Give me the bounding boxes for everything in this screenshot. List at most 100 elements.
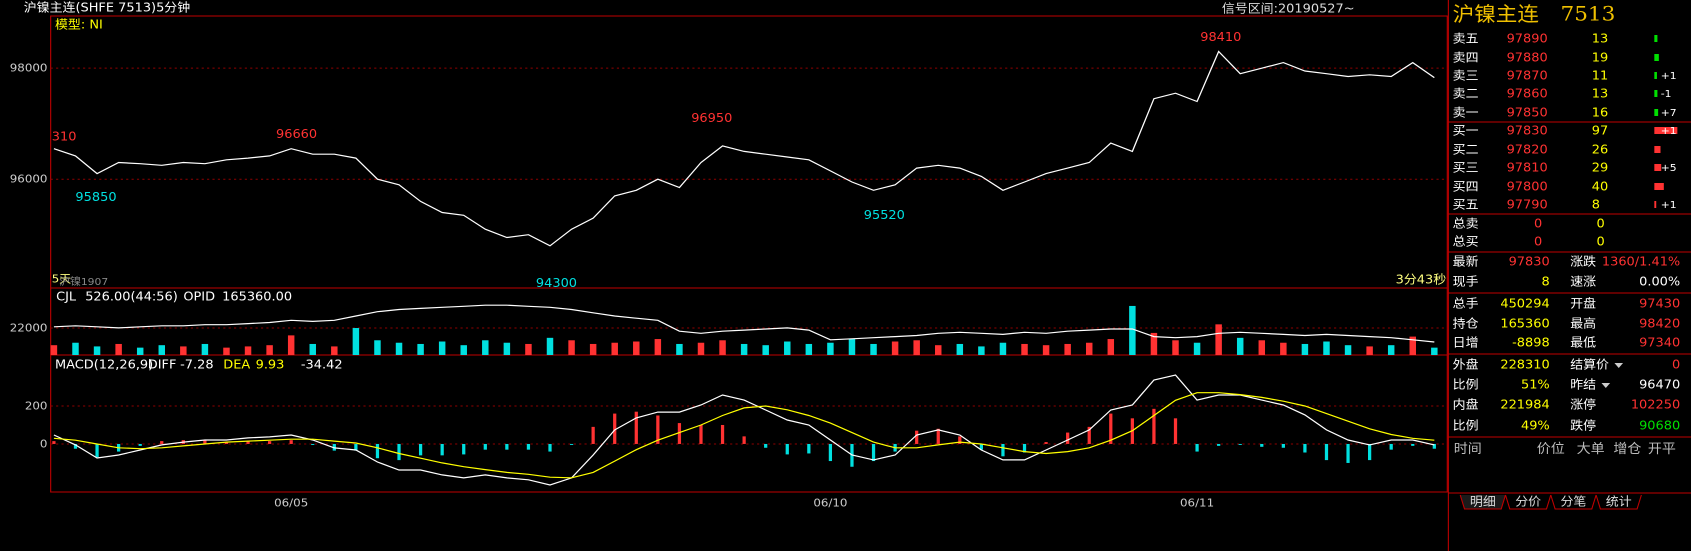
tab-label[interactable]: 分价: [1515, 494, 1541, 508]
tab-label[interactable]: 统计: [1606, 494, 1632, 508]
macd-bar: [1303, 443, 1307, 453]
volume-bar: [1215, 324, 1222, 355]
stat-label: 涨停: [1570, 397, 1596, 411]
macd-bar: [979, 443, 984, 450]
price-label: 310: [52, 129, 77, 143]
total-label: 总卖: [1453, 216, 1479, 230]
legend-name: DIFF: [148, 357, 177, 371]
book-price: 97820: [1507, 142, 1548, 156]
volume-bar: [784, 341, 791, 355]
volume-bar: [1172, 340, 1179, 355]
macd-bar: [246, 441, 250, 444]
book-price: 97880: [1507, 50, 1548, 64]
macd-bar: [1087, 426, 1091, 444]
chart-frame: [50, 15, 1448, 493]
macd-bar: [1195, 443, 1199, 452]
book-change: -1: [1661, 88, 1672, 100]
volume-bar: [503, 342, 511, 355]
book-volume: 19: [1592, 50, 1609, 64]
macd-bar: [613, 413, 617, 444]
stat-label: 速涨: [1570, 274, 1596, 288]
book-bar: [1654, 127, 1678, 134]
volume-bar: [654, 339, 662, 355]
column-header: 开平: [1648, 441, 1676, 456]
volume-bar: [697, 342, 705, 355]
volume-bar: [460, 345, 467, 355]
macd-bar: [1346, 443, 1350, 463]
volume-bar: [352, 328, 360, 355]
tab-shape[interactable]: [1504, 494, 1552, 510]
book-volume: 26: [1592, 142, 1609, 156]
stat-value: 97830: [1509, 254, 1550, 268]
volume-bar: [1236, 337, 1244, 355]
macd-bar: [1109, 413, 1113, 444]
column-header: 增仓: [1613, 441, 1642, 456]
book-price: 97830: [1507, 123, 1548, 137]
macd-bar: [160, 441, 164, 444]
book-bar: [1654, 109, 1659, 116]
legend-value: 526.00(44:56): [85, 289, 178, 303]
volume-bar: [1021, 343, 1028, 355]
volume-bar: [870, 343, 877, 355]
volume-bar: [115, 343, 122, 355]
macd-bar: [656, 415, 660, 444]
volume-bar: [266, 345, 273, 355]
volume-bar: [50, 345, 58, 355]
macd-bar: [1432, 443, 1436, 449]
x-tick-label: 06/05: [274, 496, 308, 509]
book-volume: 16: [1592, 105, 1609, 119]
window-title: 沪镍主连(SHFE 7513)5分钟: [24, 0, 190, 14]
volume-bar: [1344, 345, 1352, 355]
volume-bar: [1107, 339, 1115, 355]
stat-label: 日增: [1453, 335, 1479, 349]
tab-label[interactable]: 明细: [1470, 494, 1496, 508]
volume-bar: [589, 343, 597, 355]
volume-bar: [201, 343, 209, 355]
macd-title: MACD(12,26,9): [55, 357, 153, 371]
stat-label: 最新: [1453, 254, 1479, 268]
total-price: 0: [1534, 234, 1542, 248]
stat-label: 跌停: [1570, 418, 1596, 432]
stat-value: 8: [1541, 274, 1549, 288]
tab-shape[interactable]: [1595, 494, 1642, 510]
book-label: 买五: [1453, 197, 1479, 211]
book-label: 卖二: [1453, 86, 1479, 100]
macd-bar: [203, 440, 207, 444]
dropdown-icon: [1614, 363, 1624, 368]
stat-value: 450294: [1500, 296, 1549, 310]
macd-bar: [311, 443, 315, 445]
price-label: 95520: [864, 208, 905, 222]
tab-label[interactable]: 分笔: [1561, 494, 1587, 508]
book-change: +5: [1661, 162, 1677, 174]
stat-value: 102250: [1631, 397, 1680, 411]
legend-name: OPID: [183, 289, 215, 303]
book-label: 卖五: [1453, 31, 1479, 45]
macd-bar: [418, 443, 423, 456]
volume-bar: [158, 345, 166, 355]
macd-bar: [397, 443, 401, 461]
quote-name: 沪镍主连: [1453, 2, 1539, 25]
volume-bar: [1193, 342, 1201, 355]
macd-bar: [1044, 442, 1048, 444]
macd-bar: [1022, 443, 1027, 453]
legend-name: CJL: [56, 289, 76, 303]
stat-value: -8898: [1512, 335, 1550, 349]
signal-range: 信号区间:20190527~: [1222, 1, 1355, 15]
volume-bar: [244, 346, 252, 355]
y-tick-label: 98000: [10, 61, 48, 74]
tab-shape[interactable]: [1550, 494, 1597, 510]
stat-label: 结算价: [1570, 357, 1609, 371]
tab-shape[interactable]: [1459, 494, 1507, 510]
volume-bar: [331, 346, 338, 355]
volume-bar: [827, 342, 834, 355]
volume-bar: [633, 341, 640, 355]
macd-line: [53, 392, 1435, 479]
volume-bar: [72, 342, 79, 355]
stat-label: 内盘: [1453, 397, 1479, 411]
volume-bar: [848, 339, 856, 355]
total-volume: 0: [1596, 234, 1604, 248]
price-label: 96660: [276, 126, 317, 140]
macd-bar: [505, 443, 509, 450]
macd-line: [53, 374, 1435, 486]
book-bar: [1654, 164, 1662, 171]
